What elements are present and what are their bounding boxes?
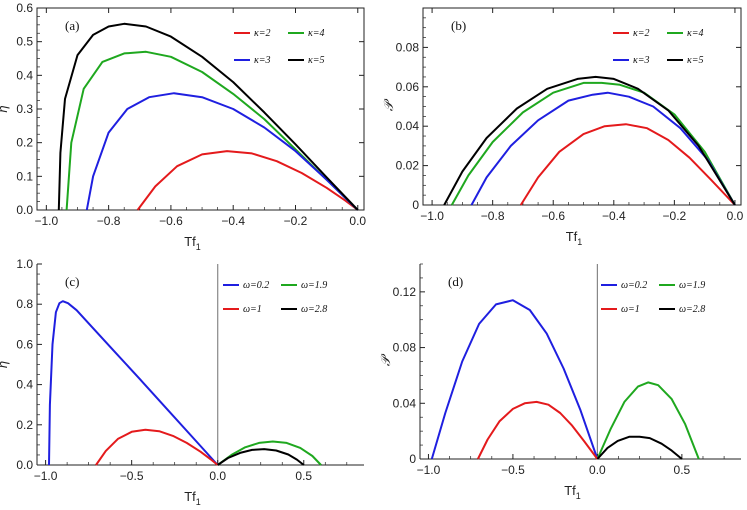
panel-d: −1.0 −0.5 0.0 0.5 0 0.04 0.08 0.12 Tf1 𝒫 (d) ω=0.2 ω… bbox=[378, 263, 741, 501]
series-line bbox=[519, 123, 736, 206]
panel-label: (a) bbox=[65, 18, 79, 33]
x-tick-label: −0.2 bbox=[663, 209, 687, 223]
x-tick-label: −1.0 bbox=[417, 463, 441, 477]
legend-label: ω=1.9 bbox=[679, 280, 705, 291]
legend-label: ω=2.8 bbox=[679, 304, 705, 315]
series-line bbox=[85, 92, 359, 211]
x-tick-label: −0.8 bbox=[97, 214, 121, 228]
y-axis-label: η bbox=[0, 105, 10, 112]
legend-label: κ=3 bbox=[254, 55, 271, 66]
x-tick-label: 0.0 bbox=[589, 463, 606, 477]
series-line bbox=[450, 81, 736, 206]
legend-label: κ=2 bbox=[633, 28, 650, 39]
x-tick-label: −0.5 bbox=[120, 469, 144, 483]
series-line bbox=[217, 448, 305, 466]
series-line bbox=[48, 300, 219, 466]
x-tick-label: −0.6 bbox=[159, 214, 183, 228]
y-tick-label: 0.6 bbox=[16, 1, 33, 15]
legend-label: κ=5 bbox=[308, 55, 325, 66]
x-tick-label: −0.2 bbox=[284, 214, 308, 228]
y-tick-label: 0 bbox=[409, 452, 416, 466]
y-tick-label: 0.04 bbox=[396, 119, 420, 133]
legend-label: ω=1.9 bbox=[301, 280, 327, 291]
y-tick-label: 0.8 bbox=[16, 297, 33, 311]
y-axis-label: 𝒫 bbox=[381, 98, 396, 111]
series-line bbox=[65, 50, 359, 211]
y-tick-label: 0 bbox=[412, 198, 419, 212]
panel-label: (c) bbox=[65, 274, 79, 289]
y-tick-label: 0.2 bbox=[16, 136, 33, 150]
x-axis-label: Tf1 bbox=[184, 489, 201, 507]
legend-label: ω=1 bbox=[243, 304, 262, 315]
y-axis-label: η bbox=[0, 361, 10, 368]
x-tick-label: 0.0 bbox=[727, 209, 744, 223]
y-tick-label: 0.0 bbox=[16, 203, 33, 217]
legend-label: κ=2 bbox=[254, 28, 271, 39]
x-tick-label: −0.5 bbox=[501, 463, 525, 477]
x-tick-label: −1.0 bbox=[34, 469, 58, 483]
legend-label: ω=0.2 bbox=[621, 280, 647, 291]
series-line bbox=[136, 150, 359, 211]
y-tick-label: 0.06 bbox=[396, 80, 420, 94]
y-tick-label: 0.6 bbox=[16, 337, 33, 351]
panel-a: −1.0 −0.8 −0.6 −0.4 −0.2 0.0 0.0 0.1 0.2 0.3 0.4 0.… bbox=[0, 1, 366, 252]
series-line bbox=[477, 400, 599, 460]
x-tick-label: 0.0 bbox=[209, 469, 226, 483]
y-tick-label: 0.02 bbox=[396, 159, 420, 173]
y-tick-label: 0.4 bbox=[16, 378, 33, 392]
y-tick-label: 0.12 bbox=[393, 285, 417, 299]
x-tick-label: −1.0 bbox=[34, 214, 58, 228]
x-tick-label: 0.5 bbox=[295, 469, 312, 483]
y-tick-label: 0.4 bbox=[16, 68, 33, 82]
legend-label: ω=0.2 bbox=[243, 280, 269, 291]
panel-c: −1.0 −0.5 0.0 0.5 0.0 0.2 0.4 0.6 0.8 1.0 Tf1 η (c) ω… bbox=[0, 257, 364, 507]
panel-label: (b) bbox=[451, 18, 466, 33]
legend-label: κ=4 bbox=[308, 28, 325, 39]
y-tick-label: 0.08 bbox=[393, 341, 417, 355]
y-tick-label: 0.08 bbox=[396, 40, 420, 54]
y-tick-label: 0.04 bbox=[393, 396, 417, 410]
y-tick-label: 0.3 bbox=[16, 102, 33, 116]
series-line bbox=[57, 22, 359, 211]
x-tick-label: −0.8 bbox=[481, 209, 505, 223]
series-line bbox=[596, 381, 700, 460]
y-axis-label: 𝒫 bbox=[378, 353, 393, 366]
y-tick-label: 0.2 bbox=[16, 418, 33, 432]
panel-label: (d) bbox=[448, 274, 463, 289]
y-tick-label: 0.5 bbox=[16, 35, 33, 49]
x-tick-label: −0.4 bbox=[602, 209, 626, 223]
panel-b: −1.0 −0.8 −0.6 −0.4 −0.2 0.0 0 0.02 0.04 0.06 0.08… bbox=[381, 7, 744, 247]
y-tick-label: 0.0 bbox=[16, 458, 33, 472]
series-line bbox=[95, 428, 219, 466]
series-line bbox=[443, 75, 736, 206]
x-axis-label: Tf1 bbox=[184, 234, 201, 252]
x-tick-label: 0.5 bbox=[674, 463, 691, 477]
x-tick-label: −1.0 bbox=[420, 209, 444, 223]
x-tick-label: 0.0 bbox=[349, 214, 366, 228]
legend-label: κ=3 bbox=[633, 55, 650, 66]
legend-label: κ=5 bbox=[687, 55, 704, 66]
series-line bbox=[470, 91, 736, 206]
series-line bbox=[217, 440, 322, 466]
legend-label: ω=1 bbox=[621, 304, 640, 315]
legend-label: ω=2.8 bbox=[301, 304, 327, 315]
x-tick-label: −0.6 bbox=[541, 209, 565, 223]
y-tick-label: 0.1 bbox=[16, 169, 33, 183]
legend-label: κ=4 bbox=[687, 28, 704, 39]
x-tick-label: −0.4 bbox=[221, 214, 245, 228]
x-axis-label: Tf1 bbox=[566, 229, 583, 247]
series-line bbox=[430, 299, 599, 460]
series-line bbox=[596, 435, 683, 460]
y-tick-label: 1.0 bbox=[16, 257, 33, 271]
x-axis-label: Tf1 bbox=[564, 483, 581, 501]
